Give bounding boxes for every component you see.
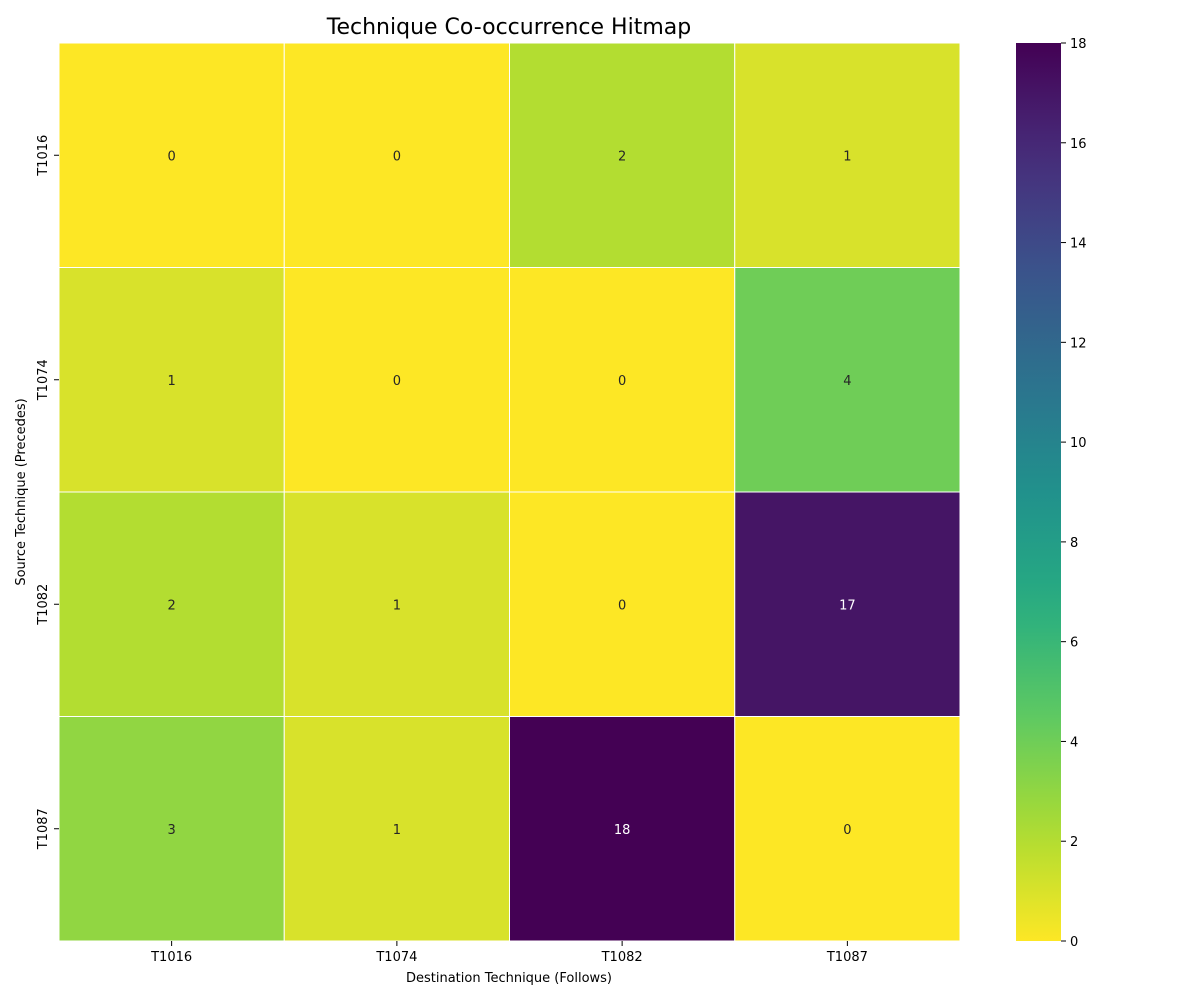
y-axis-label: Source Technique (Precedes): [14, 398, 29, 585]
cell-value-label: 0: [167, 149, 175, 164]
cell-value-label: 2: [167, 598, 175, 613]
heatmap-cell: [509, 267, 736, 493]
y-tick-label: T1074: [36, 359, 51, 401]
cell-value-label: 3: [167, 823, 175, 838]
heatmap-cell: [58, 716, 285, 942]
cell-value-label: 4: [843, 374, 851, 389]
x-tick-label: T1074: [375, 950, 417, 965]
chart-title: Technique Co-occurrence Hitmap: [326, 15, 691, 40]
colorbar-tick-label: 0: [1070, 935, 1078, 950]
cell-value-label: 2: [618, 149, 626, 164]
colorbar-ticks: 0 2 4 6 8 10 12 14 16 18: [1061, 37, 1087, 950]
x-tick-label: T1087: [826, 950, 868, 965]
y-axis-ticks: T1016 T1074 T1082 T1087: [36, 135, 59, 850]
heatmap-cell: [734, 491, 961, 717]
colorbar-tick-label: 6: [1070, 636, 1078, 651]
y-tick-label: T1087: [36, 808, 51, 850]
colorbar-tick-label: 12: [1070, 336, 1087, 351]
colorbar-tick-label: 8: [1070, 536, 1078, 551]
colorbar-tick-label: 4: [1070, 735, 1078, 750]
heatmap-cell: [58, 42, 285, 268]
cell-value-label: 17: [839, 598, 856, 613]
cell-value-label: 0: [393, 149, 401, 164]
colorbar-tick-label: 14: [1070, 237, 1087, 252]
x-axis-ticks: T1016 T1074 T1082 T1087: [150, 941, 868, 965]
x-axis-label: Destination Technique (Follows): [406, 971, 612, 986]
x-tick-label: T1082: [601, 950, 643, 965]
heatmap-cell: [509, 716, 736, 942]
cell-value-label: 0: [618, 374, 626, 389]
colorbar-tick-label: 10: [1070, 436, 1087, 451]
y-tick-label: T1016: [36, 135, 51, 177]
colorbar-tick-label: 18: [1070, 37, 1087, 52]
heatmap-cell: [734, 716, 961, 942]
heatmap-cell: [509, 42, 736, 268]
cell-value-label: 0: [843, 823, 851, 838]
cell-value-label: 18: [614, 823, 631, 838]
cell-value-label: 0: [618, 598, 626, 613]
heatmap-cell: [283, 42, 510, 268]
heatmap-cell: [283, 716, 510, 942]
x-tick-label: T1016: [150, 950, 192, 965]
heatmap-cell: [58, 267, 285, 493]
colorbar-tick-label: 16: [1070, 137, 1087, 152]
cell-value-label: 1: [167, 374, 175, 389]
y-tick-label: T1082: [36, 584, 51, 626]
cell-value-label: 1: [393, 598, 401, 613]
cell-value-label: 1: [843, 149, 851, 164]
colorbar: [1016, 43, 1061, 941]
cell-value-label: 1: [393, 823, 401, 838]
colorbar-tick-label: 2: [1070, 835, 1078, 850]
heatmap-cell: [734, 42, 961, 268]
heatmap-cells: [58, 42, 961, 942]
cell-value-label: 0: [393, 374, 401, 389]
heatmap-cell: [283, 267, 510, 493]
heatmap-cell: [283, 491, 510, 717]
heatmap-cell-labels: 0 0 2 1 1 0 0 4 2 1 0 17 3 1 18 0: [167, 149, 855, 838]
heatmap-cell: [734, 267, 961, 493]
